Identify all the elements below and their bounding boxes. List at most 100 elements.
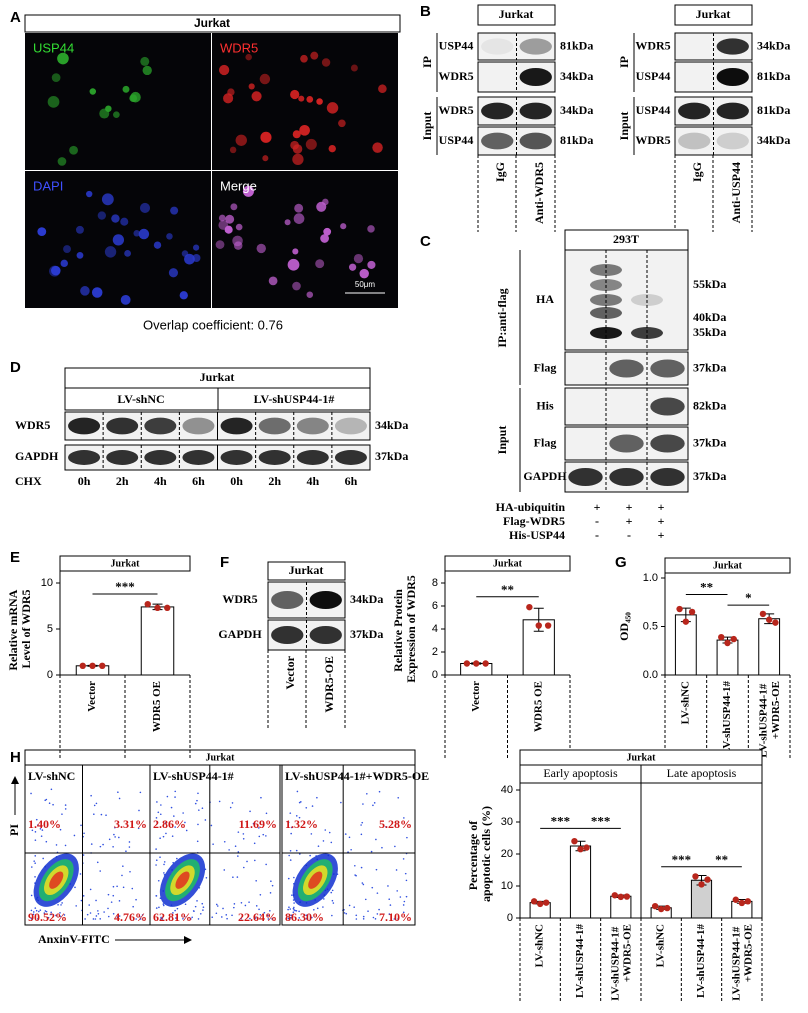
event <box>309 854 311 857</box>
data-point <box>617 893 625 901</box>
row-label: WDR5 <box>438 69 473 83</box>
event <box>50 788 53 791</box>
event <box>50 913 53 916</box>
data-point <box>526 603 533 611</box>
cell <box>120 294 131 305</box>
group-box <box>640 764 763 784</box>
event <box>33 860 36 862</box>
cell <box>262 155 269 162</box>
row-label: USP44 <box>439 133 474 147</box>
time-label: 0h <box>230 474 243 488</box>
cell <box>153 241 162 249</box>
event <box>290 914 293 917</box>
row-label: USP44 <box>439 38 474 52</box>
cell <box>139 202 151 213</box>
x-tick-label: LV-shUSP44-1# <box>695 924 707 998</box>
event <box>197 823 199 826</box>
event <box>160 918 162 920</box>
event <box>99 870 101 872</box>
event <box>215 903 218 906</box>
cell <box>120 217 129 226</box>
event <box>170 806 173 809</box>
event <box>159 813 162 816</box>
header-box <box>477 4 556 26</box>
y-tick-label: 0 <box>507 912 513 924</box>
data-point <box>164 604 171 612</box>
event <box>163 872 165 874</box>
event <box>174 790 177 793</box>
event <box>202 906 205 908</box>
time-label: 2h <box>268 474 281 488</box>
band <box>590 294 622 306</box>
cell <box>63 245 71 253</box>
event <box>75 905 77 907</box>
event <box>265 863 267 866</box>
event <box>330 841 333 844</box>
title-box <box>664 557 791 574</box>
event <box>79 873 82 875</box>
event <box>118 900 121 902</box>
data-point <box>704 876 711 883</box>
significance-label: ** <box>501 582 514 597</box>
data-point <box>730 635 737 643</box>
event <box>122 886 125 889</box>
event <box>41 829 44 831</box>
y-tick-label: 6 <box>432 600 438 612</box>
event <box>100 813 103 816</box>
y-axis-label: Relative mRNA Level of WDR5 <box>6 587 33 670</box>
event <box>35 909 38 912</box>
event <box>328 831 331 834</box>
group-label: IP <box>420 56 434 68</box>
size-label: 37kDa <box>693 360 726 374</box>
event <box>110 901 113 903</box>
data-point <box>732 896 739 903</box>
event <box>45 798 48 801</box>
cell <box>320 234 329 243</box>
event <box>259 893 262 896</box>
cell <box>111 214 120 223</box>
quadrant-percent: 22.64% <box>238 910 277 924</box>
data-point <box>577 846 584 853</box>
group-label: Early apoptosis <box>543 766 618 780</box>
event <box>403 900 406 903</box>
event <box>35 818 38 821</box>
event <box>114 836 116 838</box>
event <box>31 866 33 868</box>
y-tick-label: 8 <box>432 577 438 589</box>
event <box>89 912 92 914</box>
x-tick-label: LV-shUSP44-1# +WDR5-OE <box>730 924 754 1001</box>
event <box>402 911 405 914</box>
cell <box>260 131 272 143</box>
data-point <box>623 893 631 900</box>
y-tick-label: 4 <box>432 623 438 635</box>
event <box>82 895 85 897</box>
time-label: 4h <box>154 474 167 488</box>
cell <box>306 291 314 299</box>
event <box>135 898 137 901</box>
cell <box>292 153 304 166</box>
significance-label: *** <box>591 813 611 828</box>
event <box>372 804 374 807</box>
cell <box>290 89 300 100</box>
event <box>362 915 365 918</box>
event <box>249 810 251 813</box>
event <box>228 849 230 851</box>
group-label: LV-shNC <box>117 392 164 406</box>
cell <box>287 258 300 271</box>
event <box>298 910 300 913</box>
event <box>289 812 292 814</box>
event <box>298 853 301 855</box>
condition-sign: + <box>626 514 633 528</box>
cell <box>293 213 305 224</box>
significance-label: ** <box>700 579 713 594</box>
event <box>44 910 47 912</box>
blot-header: 293T <box>613 232 639 246</box>
cell <box>232 235 243 247</box>
event <box>223 840 226 843</box>
y-tick-label: 1.0 <box>643 572 658 584</box>
time-label: 6h <box>192 474 205 488</box>
lane-label: Anti-USP44 <box>729 162 743 223</box>
y-axis-label: Relative Protein Expression of WDR5 <box>391 575 418 683</box>
event <box>360 824 362 826</box>
